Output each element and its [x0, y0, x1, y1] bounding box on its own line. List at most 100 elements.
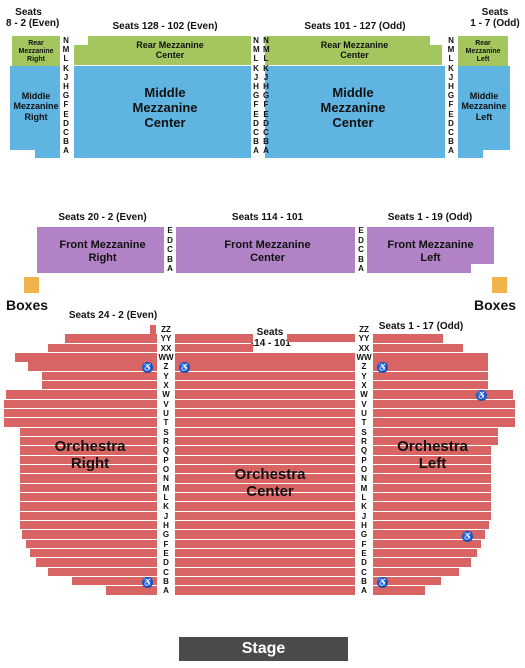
seat-row[interactable] — [30, 548, 157, 558]
seat-row[interactable] — [65, 334, 157, 343]
seat-row[interactable] — [20, 427, 157, 437]
seat-row[interactable] — [36, 558, 157, 567]
seat-row[interactable] — [20, 483, 157, 493]
seat-row[interactable] — [175, 520, 355, 530]
seat-row[interactable] — [373, 399, 515, 409]
seat-row[interactable] — [373, 334, 443, 343]
seat-row[interactable] — [48, 567, 157, 577]
box-right[interactable] — [24, 277, 39, 293]
seat-row[interactable] — [72, 576, 157, 586]
seat-row[interactable] — [175, 334, 253, 343]
seat-row[interactable] — [373, 464, 491, 474]
seat-row[interactable] — [373, 511, 491, 521]
seat-row[interactable] — [12, 36, 60, 66]
seat-row[interactable] — [20, 520, 157, 530]
seat-row[interactable] — [106, 586, 157, 595]
seat-row[interactable] — [175, 586, 355, 595]
seat-row[interactable] — [458, 36, 508, 66]
seat-row[interactable] — [175, 530, 355, 539]
seat-row[interactable] — [373, 492, 491, 502]
seat-row[interactable] — [373, 455, 491, 465]
seat-row[interactable] — [175, 558, 355, 567]
seat-row[interactable] — [265, 66, 445, 158]
seat-row[interactable] — [20, 446, 157, 455]
seat-row[interactable] — [373, 418, 515, 427]
seat-row[interactable] — [26, 539, 157, 549]
seat-row[interactable] — [373, 548, 477, 558]
seat-row[interactable] — [175, 511, 355, 521]
seat-row[interactable] — [373, 502, 491, 511]
seat-row[interactable] — [175, 483, 355, 493]
seat-row[interactable] — [373, 576, 441, 586]
seat-row[interactable] — [373, 539, 481, 549]
seat-row[interactable] — [175, 427, 355, 437]
seat-row[interactable] — [150, 325, 156, 334]
seat-row[interactable] — [175, 446, 355, 455]
seat-row[interactable] — [175, 539, 355, 549]
box-left[interactable] — [492, 277, 507, 293]
seat-row[interactable] — [175, 408, 355, 418]
seat-row[interactable] — [373, 390, 513, 399]
seat-row[interactable] — [175, 436, 355, 446]
seat-row[interactable] — [28, 362, 157, 371]
seat-row[interactable] — [315, 334, 355, 342]
seat-row[interactable] — [175, 380, 355, 390]
seat-row[interactable] — [373, 558, 471, 567]
seat-row[interactable] — [74, 66, 251, 158]
seat-row[interactable] — [4, 418, 157, 427]
seat-row[interactable] — [175, 464, 355, 474]
seat-row[interactable] — [367, 227, 494, 264]
seat-row[interactable] — [373, 446, 491, 455]
seat-row[interactable] — [20, 436, 157, 446]
seat-row[interactable] — [373, 343, 463, 353]
seat-row[interactable] — [42, 380, 157, 390]
seat-row[interactable] — [4, 408, 157, 418]
seat-row[interactable] — [175, 399, 355, 409]
seat-row[interactable] — [265, 36, 430, 45]
seat-row[interactable] — [42, 371, 157, 381]
seat-row[interactable] — [175, 390, 355, 399]
seat-row[interactable] — [373, 567, 459, 577]
seat-row[interactable] — [175, 567, 355, 577]
seat-row[interactable] — [47, 264, 164, 273]
seat-row[interactable] — [367, 264, 471, 273]
seat-row[interactable] — [74, 45, 251, 65]
seat-row[interactable] — [458, 66, 510, 150]
seat-row[interactable] — [4, 399, 157, 409]
seat-row[interactable] — [373, 352, 488, 362]
seat-row[interactable] — [373, 362, 488, 371]
seat-row[interactable] — [20, 502, 157, 511]
seat-row[interactable] — [175, 362, 355, 371]
seat-row[interactable] — [175, 371, 355, 381]
seat-row[interactable] — [175, 343, 253, 353]
seat-row[interactable] — [175, 418, 355, 427]
seat-row[interactable] — [20, 492, 157, 502]
seat-row[interactable] — [373, 530, 485, 539]
seat-row[interactable] — [22, 530, 157, 539]
seat-row[interactable] — [175, 548, 355, 558]
seat-row[interactable] — [20, 511, 157, 521]
seat-row[interactable] — [35, 150, 60, 158]
seat-row[interactable] — [20, 464, 157, 474]
seat-row[interactable] — [373, 520, 489, 530]
seat-row[interactable] — [265, 45, 442, 65]
seat-row[interactable] — [175, 352, 355, 362]
seat-row[interactable] — [373, 483, 491, 493]
seat-row[interactable] — [458, 150, 483, 158]
seat-row[interactable] — [175, 474, 355, 483]
seat-row[interactable] — [15, 352, 157, 362]
seat-row[interactable] — [88, 36, 251, 45]
seat-row[interactable] — [373, 474, 491, 483]
seat-row[interactable] — [20, 455, 157, 465]
seat-row[interactable] — [175, 576, 355, 586]
seat-row[interactable] — [373, 586, 425, 595]
seat-row[interactable] — [48, 343, 157, 353]
seat-row[interactable] — [373, 408, 515, 418]
seat-row[interactable] — [10, 66, 60, 150]
seat-row[interactable] — [20, 474, 157, 483]
seat-row[interactable] — [175, 455, 355, 465]
seat-row[interactable] — [373, 371, 488, 381]
seat-row[interactable] — [175, 492, 355, 502]
seat-row[interactable] — [6, 390, 157, 399]
seat-row[interactable] — [176, 227, 355, 273]
